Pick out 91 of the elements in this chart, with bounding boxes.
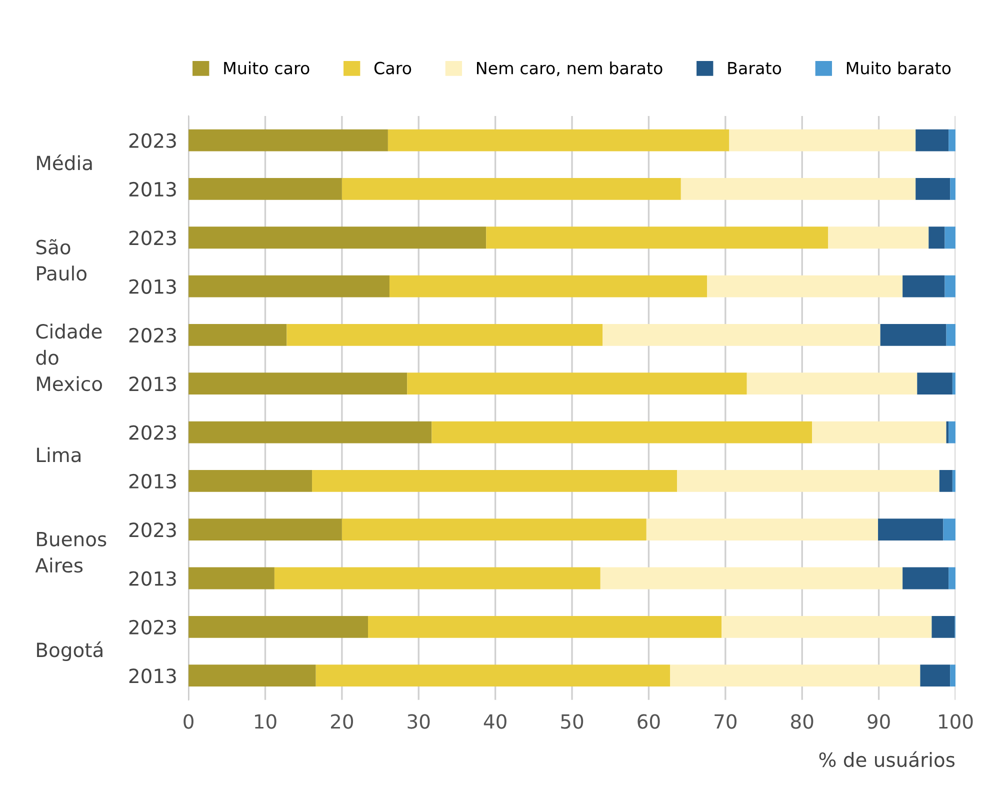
bar — [902, 567, 949, 590]
bar — [188, 226, 486, 249]
y-tick-label: 2023 — [129, 425, 176, 440]
bar — [432, 421, 812, 444]
bar — [932, 616, 955, 638]
bar — [944, 275, 956, 298]
bar — [943, 518, 956, 541]
bar — [878, 518, 944, 541]
bar — [722, 616, 932, 638]
bar — [312, 470, 678, 492]
bar — [928, 226, 945, 249]
bar — [188, 616, 368, 638]
bar — [916, 178, 950, 200]
bar — [486, 226, 828, 249]
bar — [342, 178, 681, 200]
legend-label: Muito barato — [846, 61, 951, 74]
y-tick-label: 2013 — [129, 279, 176, 294]
bar — [729, 129, 916, 152]
bar — [388, 129, 730, 152]
bar — [746, 372, 918, 395]
x-tick-label: 10 — [255, 714, 276, 729]
y-tick-label: 2023 — [129, 620, 176, 635]
legend-label: Nem caro, nem barato — [477, 61, 662, 76]
bar — [188, 372, 408, 395]
bar — [389, 275, 707, 298]
bar — [902, 275, 945, 298]
bar — [188, 421, 432, 444]
bar — [880, 324, 946, 346]
y-tick-label: 2023 — [129, 328, 176, 343]
text: Bogotá — [37, 641, 102, 662]
x-tick-label: 50 — [561, 714, 584, 729]
bar — [188, 178, 342, 200]
bar — [948, 567, 956, 590]
y-tick-label: 2013 — [129, 474, 176, 489]
bar — [828, 226, 929, 249]
bar — [939, 470, 952, 492]
x-tick-label: 20 — [330, 714, 354, 729]
y-tick-label: 2013 — [129, 571, 176, 586]
bar — [188, 275, 390, 298]
text: São Paulo — [36, 239, 86, 281]
legend-label: Muito caro — [224, 61, 310, 74]
bar — [946, 324, 956, 346]
bar — [188, 129, 388, 152]
bar — [950, 664, 956, 687]
y-tick-label: 2013 — [129, 182, 176, 197]
text: Cidade do Mexico — [36, 324, 102, 392]
x-tick-label: 30 — [408, 714, 430, 729]
bar — [646, 518, 878, 541]
text: Buenos Aires — [35, 532, 106, 573]
x-tick-label: 0 — [184, 714, 194, 729]
bar — [916, 129, 949, 152]
x-tick-label: 80 — [791, 714, 814, 729]
bar — [342, 518, 646, 541]
legend-label: Caro — [374, 62, 412, 74]
bar — [670, 664, 920, 687]
bar — [920, 664, 950, 687]
x-tick-label: 60 — [638, 714, 660, 729]
y-tick-label: 2023 — [129, 522, 176, 538]
bar — [188, 470, 312, 492]
legend-label: Barato — [728, 62, 782, 74]
bar — [407, 372, 747, 395]
bar — [706, 275, 903, 298]
x-tick-label: 40 — [484, 714, 506, 729]
bar — [812, 421, 946, 444]
x-tick-label: 90 — [868, 714, 890, 729]
bar — [188, 518, 342, 541]
bar — [274, 567, 600, 590]
bar — [316, 664, 670, 687]
y-tick-label: 2023 — [129, 230, 176, 246]
bar — [948, 421, 956, 444]
bar — [950, 178, 956, 200]
bar — [188, 324, 287, 346]
bar — [368, 616, 722, 638]
y-tick-label: 2023 — [129, 133, 176, 148]
y-tick-label: 2013 — [129, 376, 176, 392]
bar — [188, 664, 316, 687]
bar — [917, 372, 952, 395]
bar — [944, 226, 956, 249]
bar — [600, 567, 903, 590]
text: Lima — [37, 447, 80, 462]
x-axis-title: % de usuários — [819, 751, 955, 768]
bar — [680, 178, 916, 200]
text: Média — [37, 154, 92, 170]
x-tick-label: 100 — [939, 714, 973, 729]
bar — [188, 567, 274, 590]
x-tick-label: 70 — [714, 714, 736, 729]
y-tick-label: 2013 — [129, 668, 176, 684]
bar — [286, 324, 603, 346]
bar — [602, 324, 880, 346]
bar — [948, 129, 956, 152]
bar — [677, 470, 940, 492]
